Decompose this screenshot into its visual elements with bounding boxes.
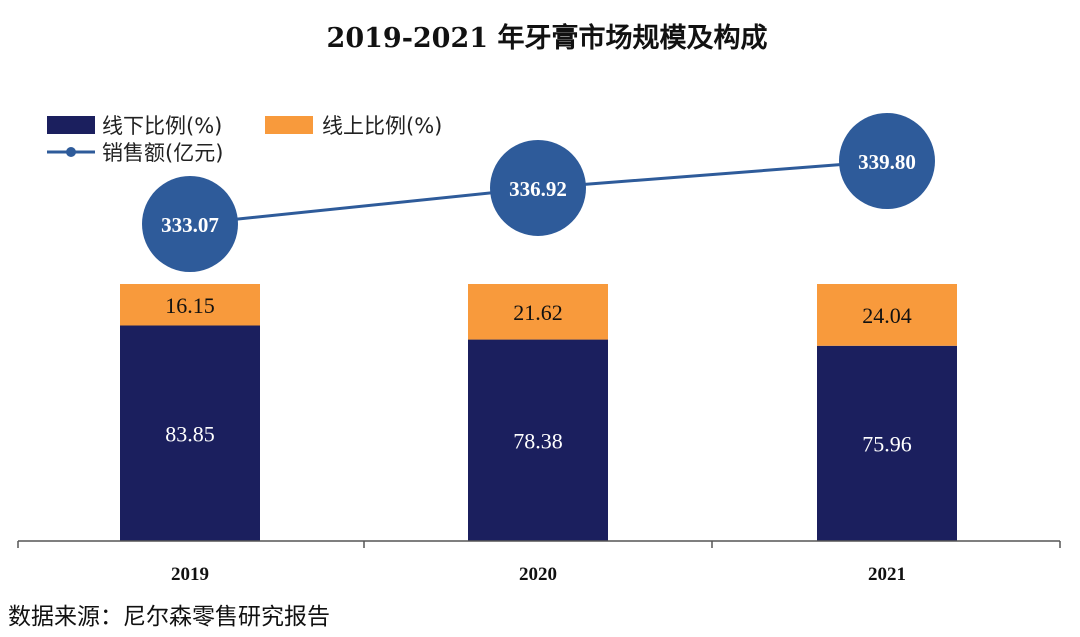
bars: 83.85 16.15 78.38 21.62 75.96 24.04 bbox=[120, 284, 957, 541]
x-tick-label-2019: 2019 bbox=[171, 564, 209, 585]
sales-bubble-2021 bbox=[839, 113, 935, 209]
legend-swatch-offline bbox=[47, 116, 95, 134]
sales-bubble-2019 bbox=[142, 176, 238, 272]
legend-label-sales: 销售额(亿元) bbox=[102, 141, 223, 165]
bar-label-online-2019: 16.15 bbox=[165, 293, 215, 318]
legend: 线下比例(%) 线上比例(%) 销售额(亿元) bbox=[47, 114, 442, 165]
sales-label-2019: 333.07 bbox=[161, 213, 219, 237]
bar-label-online-2021: 24.04 bbox=[862, 303, 912, 328]
bar-label-offline-2021: 75.96 bbox=[862, 431, 912, 456]
bar-label-offline-2019: 83.85 bbox=[165, 421, 215, 446]
x-tick-label-2020: 2020 bbox=[519, 564, 557, 585]
bar-online-2021 bbox=[817, 284, 957, 346]
sales-line: 333.07 336.92 339.80 bbox=[142, 113, 935, 272]
bar-offline-2021 bbox=[817, 345, 957, 541]
x-axis-ticks: 2019 2020 2021 bbox=[17, 541, 1061, 585]
source-note: 数据来源：尼尔森零售研究报告 bbox=[8, 604, 330, 630]
bar-label-online-2020: 21.62 bbox=[513, 300, 563, 325]
legend-swatch-online bbox=[265, 116, 313, 134]
bar-online-2020 bbox=[468, 284, 608, 340]
legend-marker-sales bbox=[66, 147, 76, 157]
sales-bubble-2020 bbox=[490, 139, 586, 236]
bar-label-offline-2020: 78.38 bbox=[513, 428, 563, 453]
chart-title: 2019-2021 年牙膏市场规模及构成 bbox=[327, 22, 768, 54]
sales-label-2020: 336.92 bbox=[509, 177, 567, 201]
x-tick-label-2021: 2021 bbox=[868, 564, 906, 585]
legend-label-offline: 线下比例(%) bbox=[102, 114, 222, 138]
legend-label-online: 线上比例(%) bbox=[322, 114, 442, 138]
bar-offline-2019 bbox=[120, 325, 260, 541]
bar-offline-2020 bbox=[468, 339, 608, 541]
sales-label-2021: 339.80 bbox=[858, 150, 916, 174]
bar-online-2019 bbox=[120, 284, 260, 326]
